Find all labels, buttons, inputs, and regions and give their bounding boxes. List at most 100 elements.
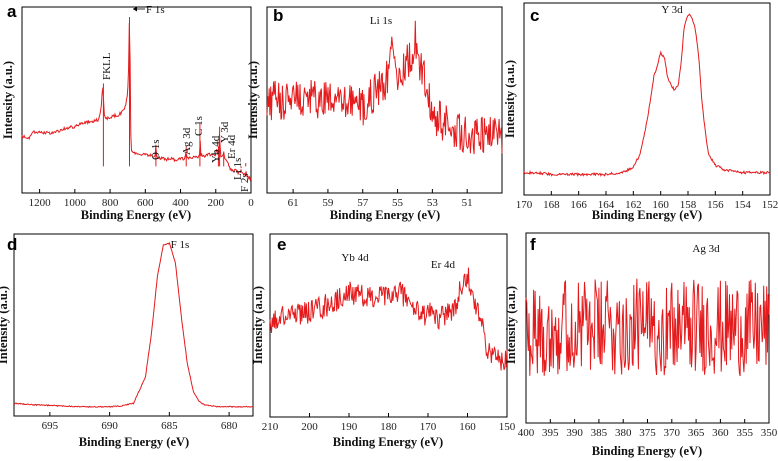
x-tick-label: 1200 [29, 197, 52, 209]
x-tick-label: 375 [639, 427, 656, 439]
spectrum-line-a [21, 17, 252, 182]
y-axis-label-a: Intensity (a.u.) [1, 61, 15, 139]
x-ticks-b: 61 59 57 55 53 51 [288, 189, 473, 209]
x-tick-label: 360 [712, 427, 729, 439]
x-tick-label: 190 [341, 421, 358, 433]
spectrum-line-d [13, 241, 254, 409]
y-axis-label-f: Intensity (a.u.) [504, 286, 518, 364]
annot-ag3d-a: Ag 3d [181, 127, 193, 155]
x-tick-label: 152 [762, 199, 778, 211]
spectrum-line-c [523, 13, 771, 178]
annot-fkll-a: FKLL [101, 52, 113, 80]
x-axis-label-e: Binding Energy (eV) [333, 435, 443, 449]
x-tick-label: 695 [42, 420, 59, 432]
x-tick-label: 55 [392, 197, 404, 209]
x-tick-label: 0 [248, 197, 254, 209]
y-axis-label-b: Intensity (a.u.) [246, 61, 260, 139]
spectrum-line-b [266, 20, 503, 155]
x-tick-label: 156 [707, 199, 724, 211]
x-tick-label: 180 [380, 421, 397, 433]
annot-y3d-a: Y 3d [219, 121, 231, 143]
annot-c1s-a: C 1s [193, 116, 205, 136]
x-axis-label-f: Binding Energy (eV) [592, 444, 702, 458]
x-tick-label: 160 [652, 199, 669, 211]
x-tick-label: 168 [543, 199, 560, 211]
x-tick-label: 685 [161, 420, 178, 432]
panel-letter-e: e [277, 235, 286, 254]
x-ticks-e: 210 200 190 180 170 160 150 [262, 413, 516, 433]
panel-letter-d: d [7, 235, 17, 254]
f1s-arrowhead-a [133, 6, 137, 12]
x-tick-label: 53 [427, 197, 439, 209]
x-tick-label: 350 [761, 427, 778, 439]
x-tick-label: 355 [736, 427, 753, 439]
x-tick-label: 1000 [64, 197, 87, 209]
panel-b: b 61 59 57 55 53 51 Binding Energy (eV) Inten… [246, 6, 503, 222]
annot-f1s-d: F 1s [171, 239, 190, 251]
annot-f2s-a: F 2s [239, 173, 251, 192]
annot-yb4d-e: Yb 4d [341, 252, 369, 264]
x-tick-label: 400 [518, 427, 535, 439]
y-axis-label-e: Intensity (a.u.) [251, 286, 265, 364]
x-tick-label: 365 [688, 427, 705, 439]
panel-letter-c: c [530, 6, 539, 25]
panel-letter-a: a [7, 2, 17, 21]
plot-frame-b [266, 6, 503, 194]
panel-f: f 400 395 390 385 380 375 370 365 360 355 350 Bind… [504, 232, 778, 458]
x-tick-label: 200 [208, 197, 225, 209]
plot-frame-a [21, 6, 252, 194]
y-axis-label-c: Intensity (a.u.) [503, 60, 517, 138]
panel-d: d 695 690 685 680 Binding Energy (eV) Inten… [0, 233, 254, 449]
x-tick-label: 400 [172, 197, 189, 209]
x-tick-label: 170 [516, 199, 533, 211]
annot-yb4d-a: Yb 4d [210, 135, 222, 163]
x-ticks-d: 695 690 685 680 [42, 412, 238, 432]
x-tick-label: 370 [664, 427, 681, 439]
x-tick-label: 600 [137, 197, 154, 209]
annot-li1s-b: Li 1s [370, 15, 392, 27]
annot-ag3d-f: Ag 3d [692, 243, 720, 255]
plot-frame-e [269, 233, 508, 418]
panel-c: c 170 168 166 164 162 160 158 156 154 152 Binding… [503, 2, 778, 222]
x-ticks-c: 170 168 166 164 162 160 158 156 154 152 [516, 191, 778, 211]
plot-frame-c [523, 2, 771, 196]
x-axis-label-d: Binding Energy (eV) [79, 435, 189, 449]
x-tick-label: 154 [734, 199, 751, 211]
x-tick-label: 51 [462, 197, 473, 209]
x-tick-label: 158 [680, 199, 697, 211]
x-tick-label: 162 [625, 199, 642, 211]
spectrum-line-e [269, 267, 508, 371]
x-tick-label: 680 [221, 420, 238, 432]
x-tick-label: 150 [499, 421, 516, 433]
x-tick-label: 160 [459, 421, 476, 433]
panel-letter-f: f [530, 235, 536, 254]
x-axis-label-a: Binding Energy (eV) [81, 208, 191, 222]
y-axis-label-d: Intensity (a.u.) [0, 286, 10, 364]
x-axis-label-c: Binding Energy (eV) [592, 208, 702, 222]
x-tick-label: 800 [102, 197, 119, 209]
spectrum-line-f [525, 278, 770, 377]
annot-y3d-c: Y 3d [661, 4, 683, 16]
panel-a: a 1200 1000 800 600 400 200 0 Binding Energy (… [1, 2, 254, 222]
panel-letter-b: b [273, 6, 283, 25]
x-tick-label: 690 [101, 420, 118, 432]
x-tick-label: 390 [566, 427, 583, 439]
x-tick-label: 395 [542, 427, 559, 439]
plot-frame-d [13, 233, 254, 417]
x-ticks-f: 400 395 390 385 380 375 370 365 360 355 350 [518, 419, 778, 439]
x-tick-label: 380 [615, 427, 632, 439]
annot-er4d-a: Er 4d [226, 134, 238, 159]
x-ticks-a: 1200 1000 800 600 400 200 0 [29, 189, 254, 209]
x-tick-label: 166 [570, 199, 587, 211]
x-tick-label: 200 [301, 421, 318, 433]
x-tick-label: 57 [357, 197, 369, 209]
annot-er4d-e: Er 4d [431, 259, 456, 271]
x-tick-label: 385 [591, 427, 608, 439]
panel-e: e 210 200 190 180 170 160 150 Binding Energy (… [251, 233, 516, 449]
x-axis-label-b: Binding Energy (eV) [330, 208, 440, 222]
x-tick-label: 210 [262, 421, 279, 433]
x-tick-label: 164 [598, 199, 615, 211]
annot-o1s-a: O 1s [150, 140, 162, 160]
annot-li1s-a: Li 1s [232, 158, 244, 180]
